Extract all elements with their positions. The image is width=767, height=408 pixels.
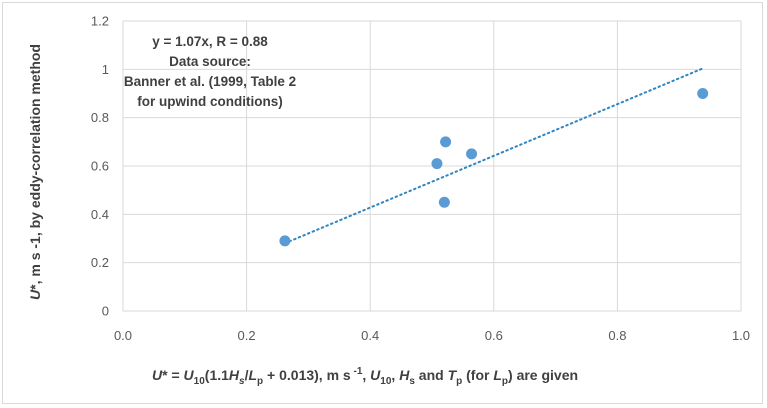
annotation: y = 1.07x, R = 0.88 Data source: Banner …: [124, 34, 296, 109]
grid-lines: [122, 20, 742, 312]
data-point: [279, 235, 291, 247]
data-point: [697, 88, 709, 99]
y-tick-label: 1: [102, 62, 109, 77]
trendline: [283, 67, 704, 245]
y-tick-labels: 0 0.2 0.4 0.6 0.8 1 1.2: [91, 14, 109, 319]
y-tick-label: 0.4: [91, 207, 109, 222]
data-point: [431, 158, 443, 170]
x-tick-label: 0.6: [485, 328, 503, 343]
x-tick-label: 0.2: [238, 328, 256, 343]
y-tick-label: 0.2: [91, 255, 109, 270]
annotation-source-title: Data source:: [169, 54, 251, 69]
data-points: [279, 88, 709, 247]
y-tick-label: 1.2: [91, 14, 109, 29]
x-axis-title: U* = U10(1.1Hs/Lp + 0.013), m s -1, U10,…: [152, 366, 578, 387]
svg-text:U*, m s -1, by eddy-correlatio: U*, m s -1, by eddy-correlation method: [27, 44, 43, 300]
annotation-source-note: for upwind conditions): [137, 94, 282, 109]
y-tick-label: 0.8: [91, 110, 109, 125]
x-tick-label: 0.8: [608, 328, 626, 343]
x-tick-label: 1.0: [732, 328, 750, 343]
x-tick-labels: 0.0 0.2 0.4 0.6 0.8 1.0: [114, 328, 750, 343]
svg-text:U* = U10(1.1Hs/Lp + 0.013), m: U* = U10(1.1Hs/Lp + 0.013), m s -1, U10,…: [152, 366, 578, 387]
data-point: [438, 196, 450, 208]
y-tick-label: 0: [102, 304, 109, 319]
data-point: [466, 148, 478, 160]
data-point: [440, 136, 452, 148]
y-tick-label: 0.6: [91, 159, 109, 174]
annotation-source-ref: Banner et al. (1999, Table 2: [124, 74, 296, 89]
y-axis-title: U*, m s -1, by eddy-correlation method: [27, 44, 43, 300]
x-tick-label: 0.4: [361, 328, 379, 343]
x-tick-label: 0.0: [114, 328, 132, 343]
annotation-equation: y = 1.07x, R = 0.88: [152, 34, 268, 49]
